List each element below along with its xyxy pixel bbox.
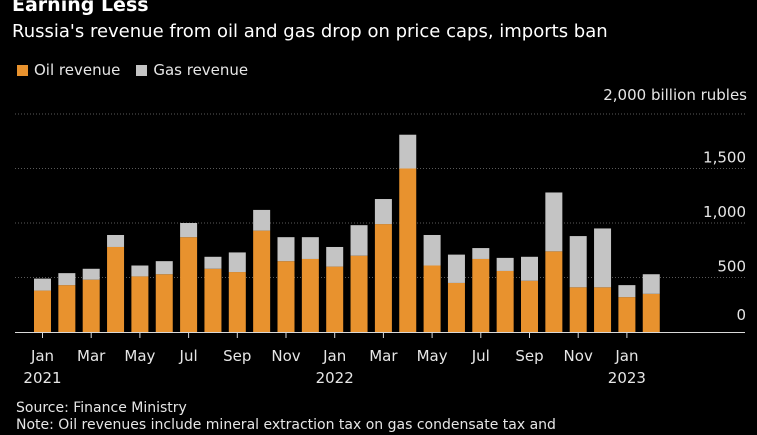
y-tick-label: 0 xyxy=(736,306,746,324)
bar-oil xyxy=(521,280,538,332)
y-tick-label: 1,000 xyxy=(703,203,746,221)
bar-oil xyxy=(301,258,319,332)
bar-gas xyxy=(423,234,441,266)
x-tick-label: Sep xyxy=(223,347,251,365)
y-tick-label: 1,500 xyxy=(703,149,746,167)
x-tick-label: May xyxy=(124,347,155,365)
bar-gas xyxy=(618,285,636,298)
bar-oil xyxy=(277,261,295,332)
bar-gas xyxy=(472,248,490,259)
bar-oil xyxy=(34,290,51,332)
legend: Oil revenue Gas revenue xyxy=(17,61,264,79)
x-year-label: 2023 xyxy=(608,369,646,387)
chart-title: Earning Less xyxy=(12,0,149,16)
x-tick-label: Jan xyxy=(30,347,54,365)
legend-item-gas: Gas revenue xyxy=(136,61,248,79)
bar-oil xyxy=(58,285,76,332)
source-note: Source: Finance Ministry xyxy=(16,400,187,416)
x-year-label: 2021 xyxy=(23,369,61,387)
bar-gas xyxy=(545,192,563,252)
x-tick-label: Mar xyxy=(77,347,106,365)
bar-oil xyxy=(545,251,563,332)
gas-swatch-icon xyxy=(136,64,148,76)
bar-oil xyxy=(180,237,198,332)
bar-gas xyxy=(569,236,587,288)
x-tick-label: Mar xyxy=(369,347,398,365)
bar-gas xyxy=(374,199,392,225)
bar-oil xyxy=(423,265,441,332)
bar-oil xyxy=(228,272,246,332)
bar-oil xyxy=(618,297,636,332)
bar-oil xyxy=(155,274,173,332)
x-tick-label: Jul xyxy=(471,347,490,365)
bar-gas xyxy=(58,273,76,286)
y-tick-label: 500 xyxy=(717,258,746,276)
bar-oil xyxy=(399,168,417,332)
bar-gas xyxy=(642,274,660,294)
bar-gas xyxy=(496,257,514,271)
bar-gas xyxy=(155,261,173,275)
bar-oil xyxy=(253,230,271,332)
bar-gas xyxy=(107,234,125,247)
bar-oil xyxy=(82,279,100,332)
bar-gas xyxy=(521,256,538,281)
bar-oil xyxy=(350,255,368,332)
legend-label-oil: Oil revenue xyxy=(34,61,121,79)
x-tick-label: Jan xyxy=(322,347,346,365)
bar-gas xyxy=(131,265,149,277)
legend-label-gas: Gas revenue xyxy=(153,61,249,79)
legend-item-oil: Oil revenue xyxy=(17,61,120,79)
bar-gas xyxy=(326,246,344,267)
bar-oil xyxy=(594,287,612,332)
bar-oil xyxy=(642,293,660,332)
footnote: Note: Oil revenues include mineral extra… xyxy=(16,417,556,433)
bar-oil xyxy=(374,224,392,332)
bar-gas xyxy=(277,237,295,262)
bar-oil xyxy=(447,282,465,332)
bar-gas xyxy=(301,237,319,259)
bar-gas xyxy=(180,223,198,238)
bar-oil xyxy=(569,287,587,332)
bar-gas xyxy=(82,268,100,280)
bar-gas xyxy=(594,228,612,288)
bar-oil xyxy=(107,246,125,332)
x-tick-label: Sep xyxy=(515,347,543,365)
y-axis-unit-label: 2,000 billion rubles xyxy=(603,86,747,104)
bar-gas xyxy=(447,254,465,283)
bar-gas xyxy=(253,209,271,231)
bar-oil xyxy=(131,276,149,332)
bar-gas xyxy=(228,252,246,273)
bar-oil xyxy=(204,268,222,332)
bar-gas xyxy=(399,134,417,169)
bar-oil xyxy=(496,270,514,332)
x-year-label: 2022 xyxy=(316,369,354,387)
x-tick-label: Jan xyxy=(614,347,638,365)
bar-gas xyxy=(34,278,51,291)
bar-oil xyxy=(326,266,344,332)
x-tick-label: Nov xyxy=(564,347,593,365)
bar-gas xyxy=(204,256,222,269)
oil-swatch-icon xyxy=(17,64,28,76)
chart-subtitle: Russia's revenue from oil and gas drop o… xyxy=(12,21,608,42)
bar-oil xyxy=(472,258,490,332)
x-tick-label: May xyxy=(417,347,448,365)
bar-gas xyxy=(350,225,368,256)
x-tick-label: Jul xyxy=(179,347,198,365)
x-tick-label: Nov xyxy=(271,347,300,365)
